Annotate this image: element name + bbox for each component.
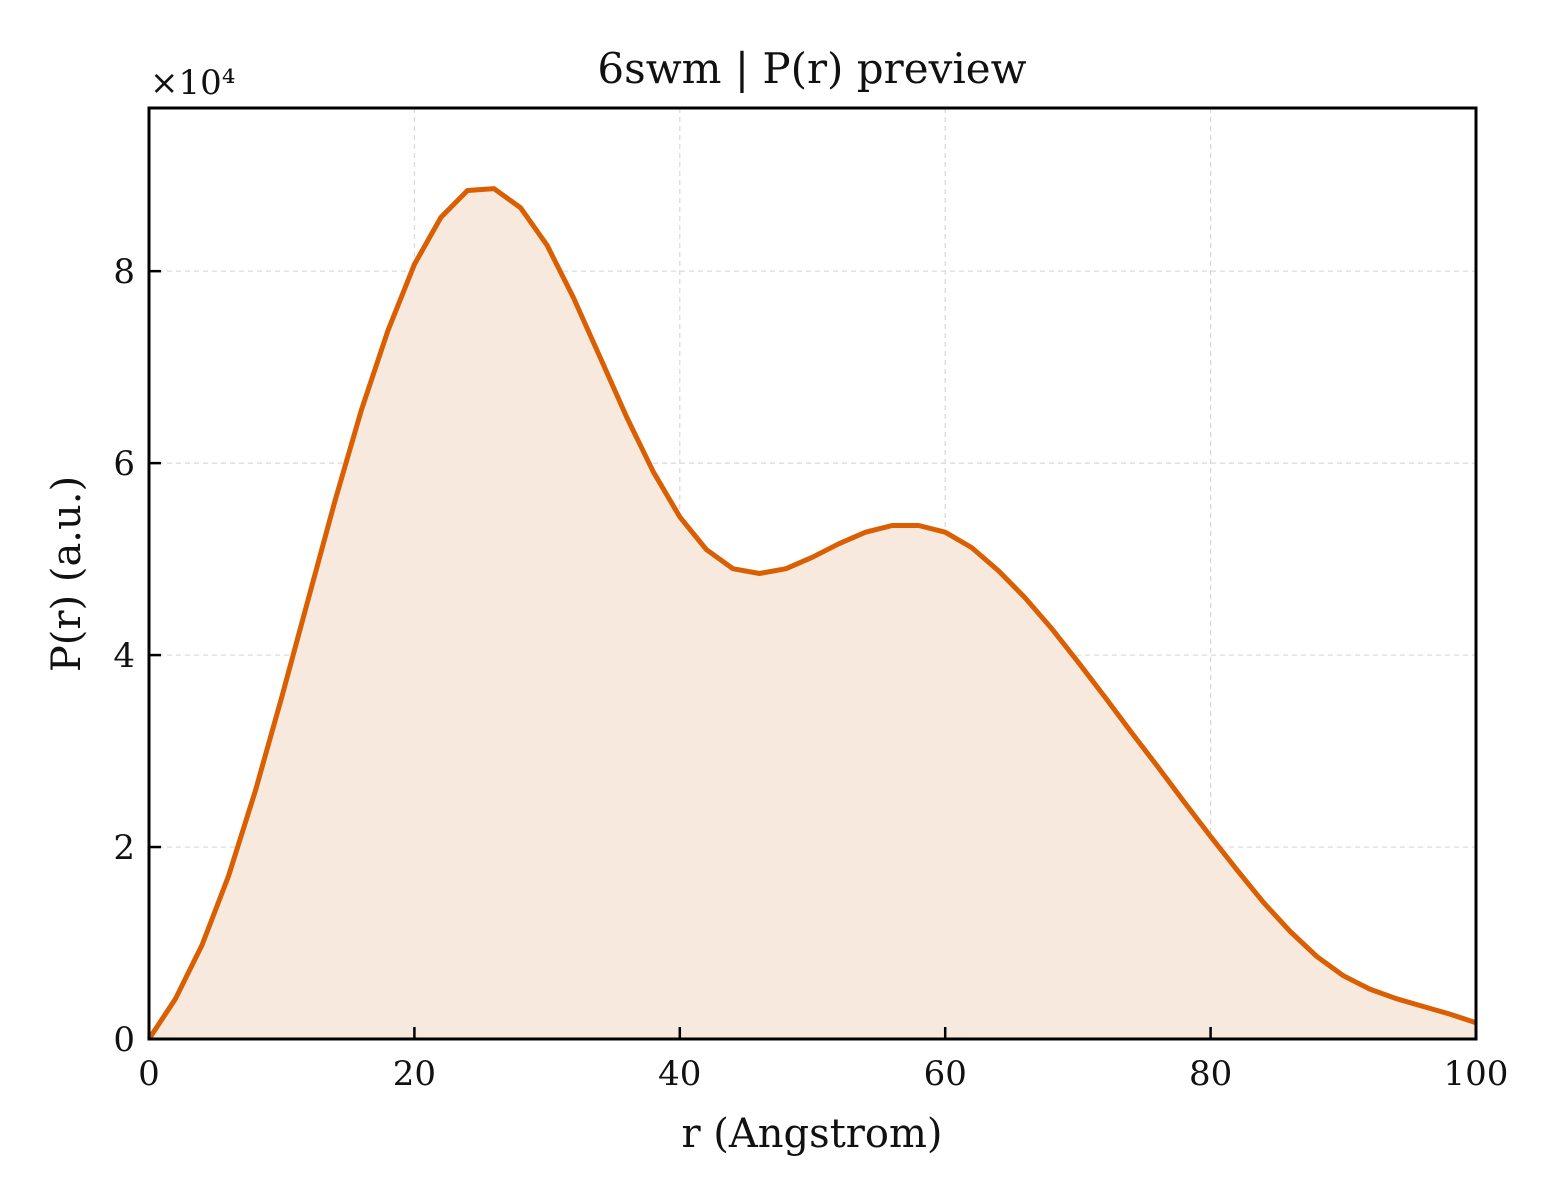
y-axis-multiplier: ×10⁴ <box>150 63 235 103</box>
pr-area-fill <box>149 188 1476 1040</box>
chart-title: 6swm | P(r) preview <box>597 44 1026 93</box>
y-tick-label: 0 <box>113 1020 135 1060</box>
y-axis-label: P(r) (a.u.) <box>44 476 90 672</box>
x-axis-label: r (Angstrom) <box>681 1111 942 1157</box>
y-tick-label: 4 <box>113 636 135 676</box>
x-tick-labels: 0 20 40 60 80 100 <box>138 1054 1508 1094</box>
pr-curve-line <box>146 186 1477 1041</box>
y-tick-label: 8 <box>113 252 135 292</box>
y-tick-label: 2 <box>113 828 135 868</box>
x-tick-label: 80 <box>1189 1054 1232 1094</box>
y-tick-label: 6 <box>113 444 135 484</box>
x-tick-label: 60 <box>924 1054 967 1094</box>
x-tick-label: 0 <box>138 1054 160 1094</box>
plot-frame <box>147 106 1478 1041</box>
axis-ticks <box>147 269 1478 1041</box>
x-tick-label: 100 <box>1444 1054 1509 1094</box>
x-tick-label: 40 <box>658 1054 701 1094</box>
y-tick-labels: 0 2 4 6 8 <box>113 252 135 1060</box>
x-tick-label: 20 <box>393 1054 436 1094</box>
